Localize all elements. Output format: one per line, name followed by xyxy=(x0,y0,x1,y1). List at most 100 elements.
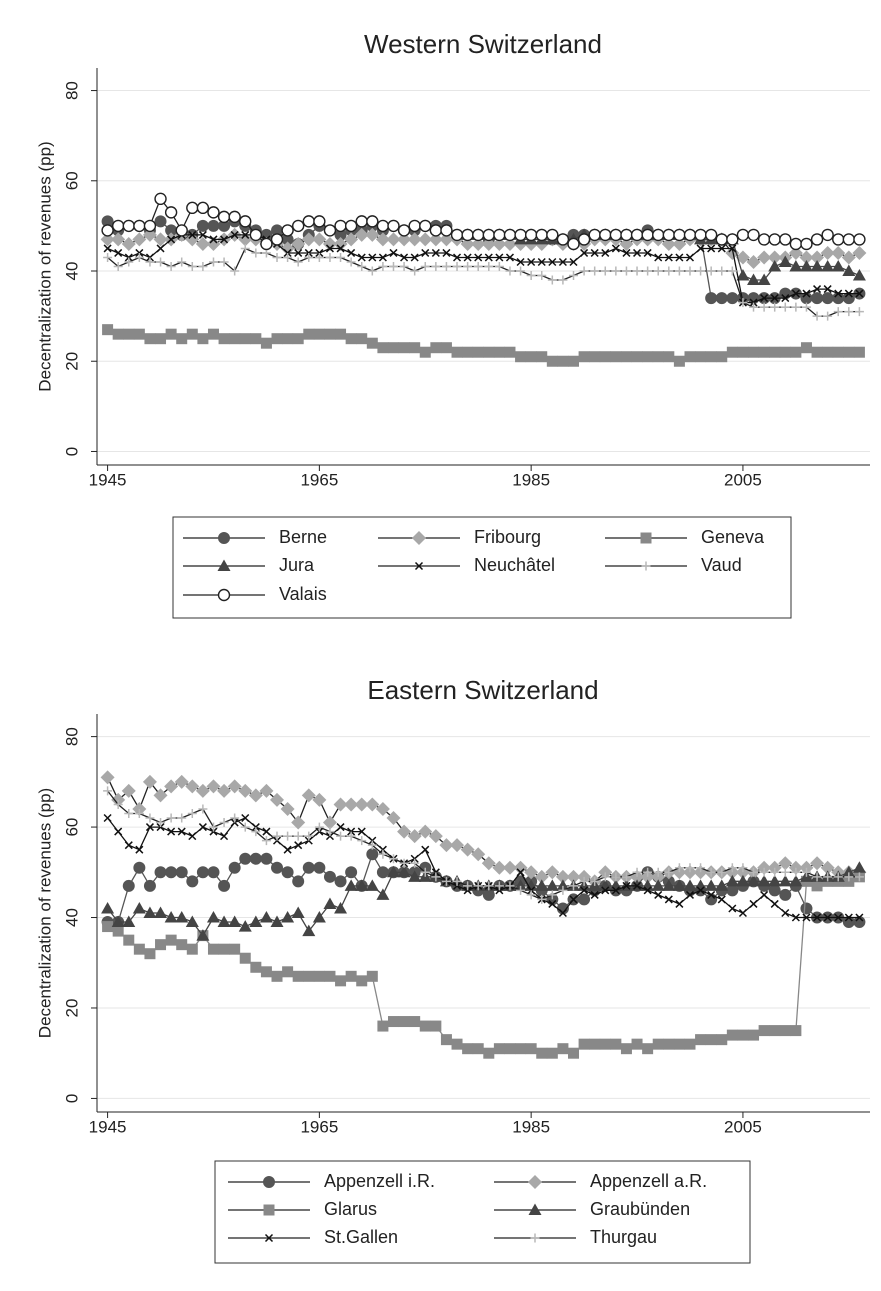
marker xyxy=(463,886,472,895)
marker xyxy=(121,236,136,251)
marker xyxy=(217,588,231,602)
marker xyxy=(760,294,769,303)
marker xyxy=(144,333,156,345)
marker xyxy=(600,872,610,882)
marker xyxy=(238,783,253,798)
marker xyxy=(313,215,326,228)
marker xyxy=(347,248,356,257)
marker xyxy=(812,311,822,321)
marker xyxy=(238,920,252,932)
marker xyxy=(810,250,825,265)
marker xyxy=(759,867,769,877)
marker xyxy=(778,856,793,871)
marker xyxy=(706,266,716,276)
marker xyxy=(651,869,666,884)
marker xyxy=(662,228,676,242)
marker xyxy=(789,874,803,887)
marker xyxy=(410,854,419,863)
marker xyxy=(409,342,421,354)
marker xyxy=(632,266,642,276)
marker xyxy=(270,233,284,246)
marker xyxy=(346,257,356,267)
marker xyxy=(695,1034,707,1046)
marker xyxy=(325,827,335,837)
marker xyxy=(175,866,188,879)
marker xyxy=(386,811,401,826)
marker xyxy=(428,232,443,247)
marker xyxy=(725,874,739,887)
marker xyxy=(123,934,135,946)
marker xyxy=(610,351,622,363)
marker xyxy=(281,866,294,879)
marker xyxy=(834,913,843,922)
marker xyxy=(620,1043,632,1055)
marker xyxy=(292,333,304,345)
marker xyxy=(641,561,651,571)
marker xyxy=(133,861,146,874)
marker xyxy=(292,875,305,888)
marker xyxy=(759,302,769,312)
marker xyxy=(556,233,570,246)
marker xyxy=(156,244,165,253)
legend: Appenzell i.R. Appenzell a.R. Glarus Graubü… xyxy=(214,1160,751,1264)
marker xyxy=(365,797,380,812)
marker xyxy=(414,561,424,571)
marker xyxy=(167,827,176,836)
marker xyxy=(738,298,748,308)
marker xyxy=(823,872,833,882)
marker xyxy=(333,797,348,812)
marker xyxy=(291,906,305,918)
marker xyxy=(598,865,613,880)
marker xyxy=(440,224,453,237)
marker xyxy=(367,266,377,276)
marker xyxy=(357,262,367,271)
marker xyxy=(621,266,631,276)
marker xyxy=(640,532,652,544)
legend-label: Geneva xyxy=(701,527,765,547)
marker xyxy=(622,248,631,257)
marker xyxy=(799,860,814,875)
marker xyxy=(811,346,823,358)
marker xyxy=(493,346,505,358)
marker xyxy=(482,888,495,901)
marker xyxy=(800,342,812,354)
marker xyxy=(589,1038,601,1050)
marker xyxy=(855,289,864,298)
marker xyxy=(652,228,665,242)
marker xyxy=(134,252,144,262)
marker xyxy=(590,248,599,257)
marker xyxy=(834,289,843,298)
marker xyxy=(643,867,653,877)
marker xyxy=(674,863,684,873)
marker xyxy=(302,861,315,874)
marker xyxy=(166,813,176,823)
marker xyxy=(347,827,356,836)
marker xyxy=(101,901,115,914)
marker xyxy=(429,224,443,237)
marker xyxy=(376,866,389,879)
marker xyxy=(143,906,157,918)
marker xyxy=(153,232,168,247)
marker xyxy=(822,346,834,358)
marker xyxy=(844,872,854,882)
marker xyxy=(420,867,430,877)
marker xyxy=(653,867,663,877)
marker xyxy=(841,250,856,265)
marker xyxy=(228,915,242,928)
marker xyxy=(661,236,676,251)
marker xyxy=(368,253,377,262)
marker xyxy=(103,252,113,262)
marker xyxy=(821,292,834,305)
marker xyxy=(164,206,178,219)
marker xyxy=(525,1043,537,1055)
marker xyxy=(323,897,337,909)
marker xyxy=(652,1038,664,1050)
marker xyxy=(778,255,792,267)
marker xyxy=(590,890,599,899)
marker xyxy=(271,970,283,982)
marker xyxy=(684,351,696,363)
marker xyxy=(483,346,495,358)
marker xyxy=(198,804,208,814)
marker xyxy=(230,266,240,276)
marker xyxy=(334,875,347,888)
